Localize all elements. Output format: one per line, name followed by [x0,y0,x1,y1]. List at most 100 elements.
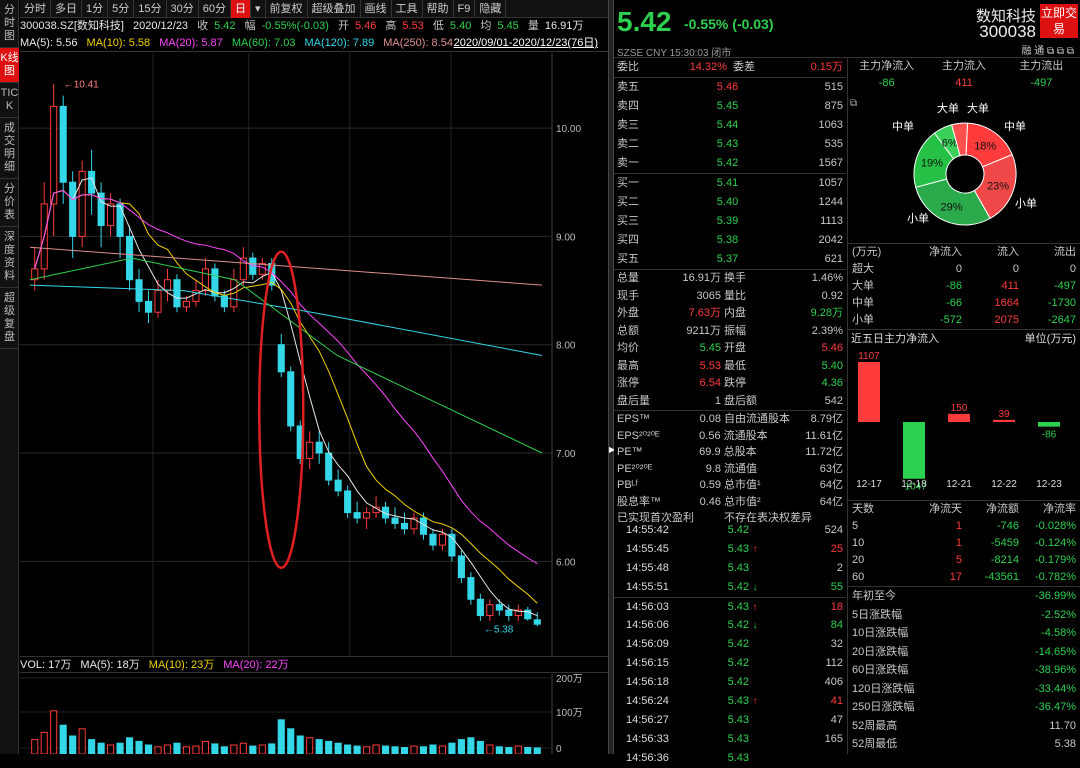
fundamental-row: 股息率™ 0.46 总市值² 64亿 [617,495,843,508]
days-row: 5 1 -746 -0.028% [852,520,1076,532]
left-tab-1[interactable]: K线图 [0,48,19,83]
bid-row[interactable]: 买四 5.38 2042 [617,234,843,246]
five-day-bar [948,413,970,422]
tick-row: 14:56:18 5.42 406 [626,676,843,688]
toolbar-item-15[interactable]: 隐藏 [475,0,507,18]
ma-legend: MA(5): 5.56 MA(10): 5.58 MA(20): 5.87 MA… [20,35,608,52]
toolbar-item-5[interactable]: 30分 [167,0,199,18]
toolbar-item-4[interactable]: 15分 [134,0,167,18]
left-tab-0[interactable]: 分时图 [0,0,19,48]
fundamental-row: PE²⁰²⁰ᴱ 9.8 流通值 63亿 [617,462,843,475]
date-range[interactable]: 2020/09/01-2020/12/23(76日) [453,35,598,51]
stat-row: 最高 5.53 最低 5.40 [617,359,843,372]
expand-icon[interactable]: ⧉ [850,98,857,109]
price-tick-label: 8.00 [556,341,576,352]
left-tab-4[interactable]: 分价表 [0,179,19,227]
main-flow-values: -86 411 -497 [878,77,1053,89]
toolbar-item-6[interactable]: 60分 [199,0,231,18]
volume-bar [344,744,352,754]
fund-flow-panel: 主力净流入 主力流入 主力流出 -86 411 -497 18% 23% 29% 19% 6% ⧉ 大单… [847,58,1080,754]
performance-row: 5日涨跌幅 -2.52% [852,608,1076,621]
stat-row: 总量 16.91万 换手 1.46% [617,272,843,284]
toolbar-item-9[interactable]: 前复权 [266,0,308,18]
bid-row[interactable]: 买一 5.41 1057 [617,177,843,189]
five-day-bar [993,419,1015,422]
flow-table-row: 大单 -86 411 -497 [852,280,1076,292]
volume-bar [419,746,428,754]
candle [363,507,371,529]
bid-row[interactable]: 买三 5.39 1113 [617,215,843,227]
vol-ma10-legend: MA(10): 23万 [148,659,215,671]
flow-table-row: 小单 -572 2075 -2647 [852,314,1076,326]
price-tick-label: 9.00 [556,232,576,243]
low-label: 低 [432,20,444,32]
volume-bar [400,747,409,754]
bid-row[interactable]: 买五 5.37 621 [617,253,843,265]
price-change: -0.55% (-0.03) [684,16,774,32]
toolbar-item-1[interactable]: 多日 [51,0,82,18]
volume-bar [258,744,266,754]
stat-row: 现手 3065 量比 0.92 [617,289,843,302]
trade-now-button[interactable]: 立即交易 [1040,4,1078,38]
toolbar-item-8[interactable]: ▾ [251,0,266,18]
ask-row[interactable]: 卖一 5.42 1567 [617,157,843,169]
toolbar-item-14[interactable]: F9 [454,0,476,18]
quote-tool-icons[interactable]: 融 通 ⧉ ⧉ ⧉ [1021,46,1074,57]
kline-chart[interactable]: 10.00 9.00 8.00 7.00 6.00 ←10.41 ←5.38 [20,53,608,656]
ask-row[interactable]: 卖五 5.46 515 [617,81,843,93]
volume-bar [382,745,390,754]
ma120-legend: MA(120): 7.89 [304,37,375,49]
toolbar-item-7[interactable]: 日 [231,0,251,18]
ask-row[interactable]: 卖四 5.45 875 [617,100,843,112]
volume-bar [514,745,522,754]
min-price-label: ←5.38 [484,625,514,636]
toolbar-item-2[interactable]: 1分 [82,0,109,18]
avg-label: 均 [480,20,492,32]
candle [315,431,323,464]
volume-chart[interactable]: 200万 100万 0 [20,674,608,754]
fundamental-row: PE™ 69.9 总股本 11.72亿 [617,446,843,458]
toolbar-item-3[interactable]: 5分 [108,0,135,18]
stats-table: 总量 16.91万 换手 1.46% 现手 3065 量比 0.92 外盘 7.63万 内盘 9.28… [614,269,846,410]
volume-bar [438,745,446,754]
toolbar-item-12[interactable]: 工具 [392,0,423,18]
candle [400,512,409,535]
ask-row[interactable]: 卖二 5.43 535 [617,138,843,150]
fundamental-row: PBᴸᶠ 0.59 总市值¹ 64亿 [617,479,843,491]
panel-divider[interactable]: ▶ [608,0,616,754]
toolbar-item-10[interactable]: 超级叠加 [308,0,361,18]
toolbar-item-13[interactable]: 帮助 [423,0,454,18]
ma5-line [34,177,538,617]
volume-bar [163,744,172,754]
candle [353,501,361,524]
volume-bar [126,737,134,754]
ma20-line [34,189,538,565]
collapse-arrow-icon[interactable]: ▶ [609,445,616,454]
performance-row: 52周最低 5.38 [852,738,1076,750]
candle [88,149,96,215]
toolbar-item-11[interactable]: 画线 [361,0,392,18]
left-tab-6[interactable]: 超级复盘 [0,288,19,349]
volume-bar [239,742,247,754]
vol-label: 量 [527,20,539,32]
toolbar-item-0[interactable]: 分时 [20,0,51,18]
volume-bar [31,739,39,754]
volume-bar [296,735,304,754]
tick-row: 14:55:48 5.43 2 [626,562,843,574]
stat-row: 总额 9211万 振幅 2.39% [617,324,843,337]
candle [505,604,513,621]
volume-bar [135,740,143,754]
vol-legend: VOL: 17万 [20,659,72,671]
volume-bar [476,740,484,754]
left-tab-2[interactable]: TICK [0,83,19,118]
ask-row[interactable]: 卖三 5.44 1063 [617,119,843,131]
tick-list[interactable]: 14:55:42 5.42 524 14:55:45 5.43 ↑ 25 14:55:48 5.… [614,521,846,768]
candle [533,612,541,627]
candle [391,507,399,529]
left-tab-3[interactable]: 成交明细 [0,118,19,179]
left-tab-5[interactable]: 深度资料 [0,227,19,288]
bid-row[interactable]: 买二 5.40 1244 [617,196,843,208]
vol-value: 16.91万 [544,20,584,32]
